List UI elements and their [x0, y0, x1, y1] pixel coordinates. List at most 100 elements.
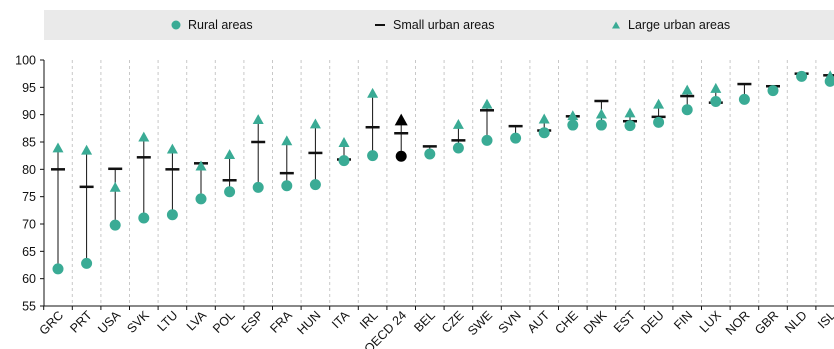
y-tick-label: 95	[22, 81, 36, 95]
rural-marker	[767, 85, 779, 97]
y-tick-label: 85	[22, 136, 36, 150]
large-urban-marker	[595, 108, 607, 119]
x-tick-label: SWE	[465, 308, 495, 338]
large-urban-marker	[367, 87, 379, 98]
x-tick-label: ESP	[239, 308, 267, 336]
x-tick-label: LUX	[697, 308, 725, 336]
x-tick-label: NLD	[782, 308, 810, 336]
x-tick-label: SVK	[124, 308, 152, 336]
x-tick-label: CZE	[439, 308, 467, 336]
rural-marker	[81, 257, 93, 269]
large-urban-marker	[224, 149, 236, 159]
x-tick-label: LVA	[184, 308, 210, 334]
y-tick-label: 70	[22, 218, 36, 232]
rural-marker	[224, 186, 236, 198]
rural-marker	[195, 193, 207, 205]
x-tick-label: CHE	[552, 308, 581, 337]
rural-marker	[367, 150, 379, 162]
rural-marker	[624, 120, 636, 132]
rural-marker	[681, 104, 693, 116]
large-urban-marker	[52, 142, 64, 153]
x-tick-label: NOR	[723, 308, 753, 338]
x-tick-label: DEU	[638, 308, 667, 337]
x-tick-label: POL	[210, 308, 238, 336]
small-urban-marker	[136, 156, 151, 159]
y-tick-label: 90	[22, 108, 36, 122]
rural-marker	[281, 180, 293, 192]
rural-marker	[166, 209, 178, 221]
small-urban-marker	[365, 125, 380, 129]
small-urban-marker	[108, 167, 123, 171]
legend-circle-marker	[171, 20, 181, 30]
large-urban-marker	[195, 160, 207, 171]
x-tick-label: USA	[95, 308, 124, 337]
small-urban-marker	[451, 139, 466, 142]
rural-marker	[395, 150, 407, 162]
small-urban-marker	[737, 82, 752, 86]
large-urban-marker	[252, 114, 264, 124]
rural-marker	[538, 127, 550, 139]
y-tick-label: 55	[22, 300, 36, 314]
rural-marker	[52, 263, 64, 275]
large-urban-marker	[452, 119, 464, 129]
legend-dash-marker	[375, 24, 385, 26]
x-tick-label: EST	[611, 308, 638, 335]
x-tick-label: LTU	[155, 308, 181, 334]
rural-marker	[738, 93, 750, 105]
large-urban-marker	[481, 98, 493, 109]
large-urban-marker	[81, 144, 93, 155]
y-tick-label: 60	[22, 272, 36, 286]
small-urban-marker	[480, 109, 494, 112]
rural-marker	[710, 96, 722, 108]
small-urban-marker	[680, 94, 695, 98]
small-urban-marker	[251, 140, 266, 144]
y-tick-label: 100	[15, 54, 36, 68]
rural-marker	[595, 119, 607, 131]
large-urban-marker	[567, 110, 579, 121]
large-urban-marker	[281, 135, 293, 146]
y-tick-label: 65	[22, 245, 36, 259]
x-tick-label: DNK	[581, 308, 610, 337]
small-urban-marker	[279, 171, 294, 175]
x-tick-label: GRC	[37, 308, 67, 338]
x-tick-label: GBR	[752, 308, 781, 337]
x-tick-label: IRL	[357, 308, 381, 332]
rural-marker	[567, 119, 579, 131]
rural-marker	[510, 132, 522, 144]
small-urban-marker	[394, 132, 409, 135]
legend-label-rural: Rural areas	[188, 18, 253, 32]
large-urban-marker	[710, 82, 722, 93]
large-urban-marker	[538, 113, 550, 124]
legend-item-small-urban: Small urban areas	[374, 10, 494, 40]
x-tick-label: HUN	[294, 308, 323, 337]
large-urban-marker	[166, 143, 178, 154]
large-urban-marker	[309, 118, 321, 129]
large-urban-marker	[109, 181, 121, 192]
large-urban-marker	[653, 98, 665, 109]
x-tick-label: FIN	[671, 308, 695, 332]
x-tick-label: FRA	[267, 308, 295, 336]
rural-marker	[481, 134, 493, 146]
rural-marker	[796, 70, 808, 82]
x-tick-label: AUT	[525, 308, 553, 336]
rural-marker	[338, 155, 350, 167]
x-tick-label: ISL	[815, 308, 834, 331]
small-urban-marker	[51, 168, 65, 171]
x-tick-label: SVN	[496, 308, 524, 336]
small-urban-marker	[422, 145, 437, 148]
large-urban-marker	[338, 137, 350, 147]
rural-marker	[109, 219, 121, 231]
rural-marker	[424, 148, 436, 160]
large-urban-marker	[138, 131, 150, 142]
legend-item-large-urban: Large urban areas	[611, 10, 730, 40]
rural-marker	[452, 142, 464, 154]
large-urban-marker	[394, 113, 408, 126]
x-tick-label: ITA	[329, 308, 352, 331]
legend-item-rural: Rural areas	[171, 10, 253, 40]
legend-label-large-urban: Large urban areas	[628, 18, 731, 32]
legend: Rural areas Small urban areas Large urba…	[44, 10, 834, 40]
large-urban-marker	[681, 84, 693, 95]
x-tick-label: BEL	[411, 308, 438, 335]
small-urban-marker	[222, 179, 237, 182]
large-urban-marker	[624, 107, 636, 118]
